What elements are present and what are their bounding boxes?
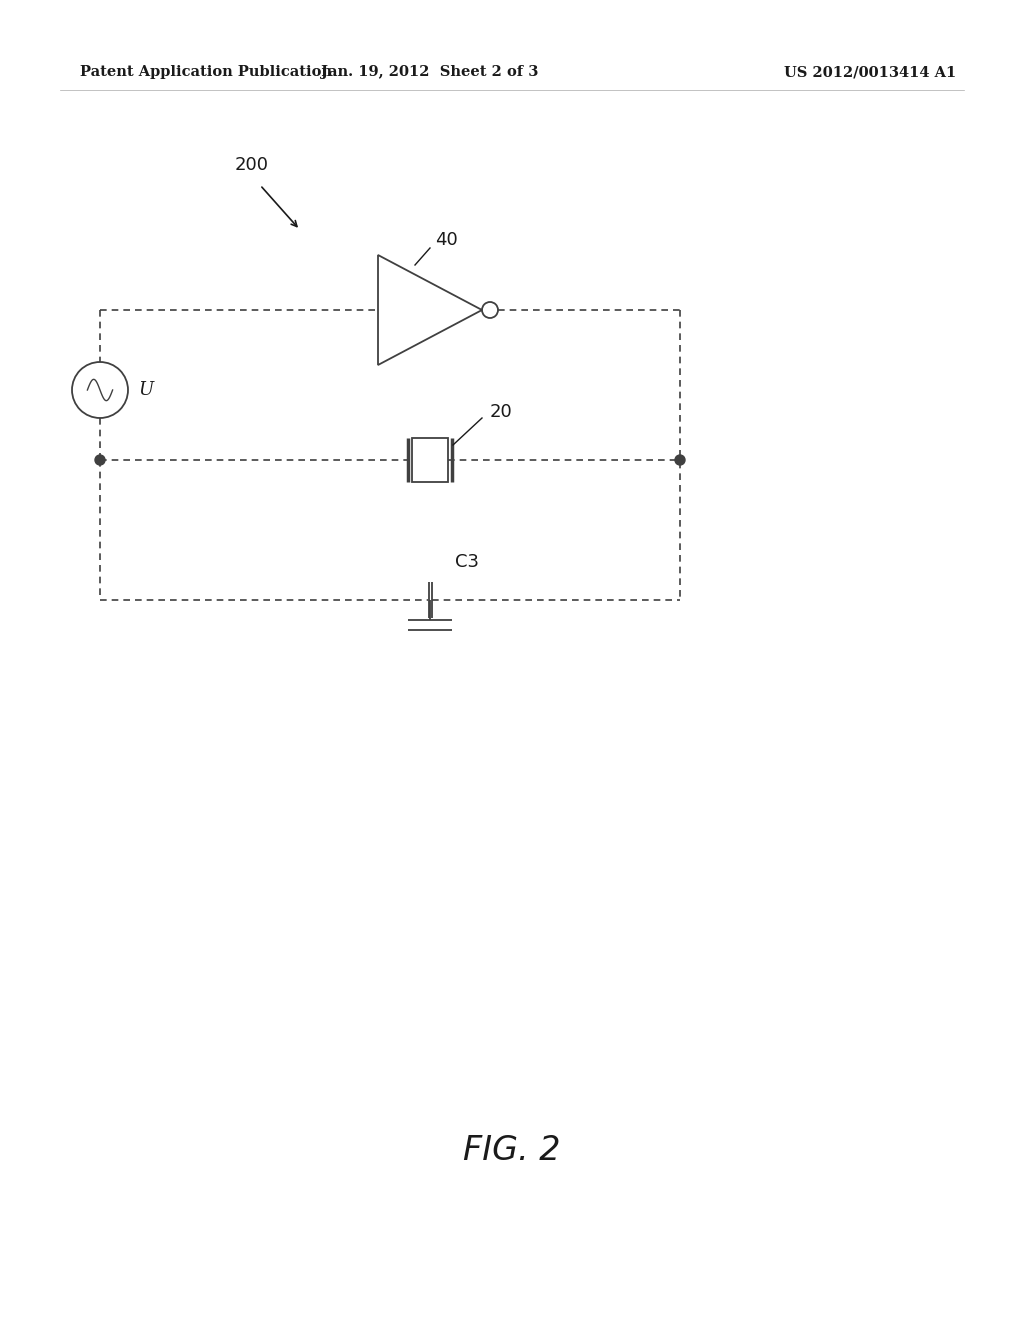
Text: Jan. 19, 2012  Sheet 2 of 3: Jan. 19, 2012 Sheet 2 of 3 <box>322 65 539 79</box>
Text: Patent Application Publication: Patent Application Publication <box>80 65 332 79</box>
Text: US 2012/0013414 A1: US 2012/0013414 A1 <box>784 65 956 79</box>
Bar <box>412 438 449 482</box>
Text: U: U <box>138 381 154 399</box>
Text: FIG. 2: FIG. 2 <box>463 1134 561 1167</box>
Text: 20: 20 <box>490 403 513 421</box>
Circle shape <box>95 455 105 465</box>
Circle shape <box>675 455 685 465</box>
Text: 200: 200 <box>234 156 269 174</box>
Text: 40: 40 <box>435 231 458 249</box>
Text: C3: C3 <box>455 553 479 572</box>
